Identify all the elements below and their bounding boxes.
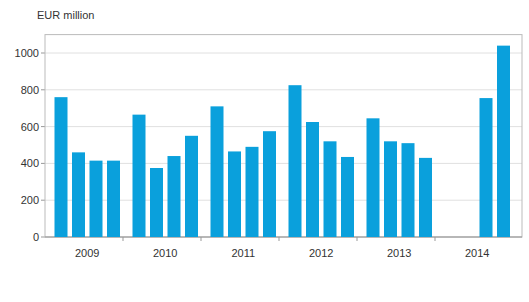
chart: EUR million 0 200 400 600 800 1000 2009 2010 2011… bbox=[0, 0, 529, 302]
bar bbox=[185, 136, 198, 237]
y-tick-label: 600 bbox=[21, 121, 39, 133]
y-tick-label: 400 bbox=[21, 157, 39, 169]
x-tick-label: 2009 bbox=[75, 247, 99, 259]
bar bbox=[228, 151, 241, 237]
y-tick-label: 1000 bbox=[15, 47, 39, 59]
bar bbox=[324, 141, 337, 237]
y-tick-label: 200 bbox=[21, 194, 39, 206]
y-tick bbox=[41, 126, 45, 127]
bar bbox=[419, 158, 432, 237]
bar bbox=[480, 98, 493, 237]
y-tick bbox=[41, 200, 45, 201]
bar bbox=[150, 168, 163, 237]
x-tick bbox=[357, 237, 358, 241]
y-tick-label: 0 bbox=[33, 231, 39, 243]
bar bbox=[55, 97, 68, 237]
bar bbox=[107, 161, 120, 237]
y-tick bbox=[41, 89, 45, 90]
y-axis-label: EUR million bbox=[37, 9, 94, 21]
y-tick bbox=[41, 53, 45, 54]
bar bbox=[497, 46, 510, 237]
x-tick bbox=[435, 237, 436, 241]
x-tick-label: 2012 bbox=[309, 247, 333, 259]
grid-line bbox=[45, 126, 522, 127]
x-tick bbox=[279, 237, 280, 241]
x-tick-label: 2011 bbox=[231, 247, 255, 259]
y-tick bbox=[41, 237, 45, 238]
bar bbox=[263, 131, 276, 237]
bar bbox=[168, 156, 181, 237]
bar bbox=[289, 85, 302, 237]
x-tick-label: 2014 bbox=[465, 247, 489, 259]
bars bbox=[55, 46, 511, 237]
x-tick bbox=[123, 237, 124, 241]
x-tick-label: 2010 bbox=[153, 247, 177, 259]
bar bbox=[90, 161, 103, 237]
bar bbox=[306, 122, 319, 237]
bar bbox=[133, 115, 146, 237]
grid-line bbox=[45, 89, 522, 90]
bar bbox=[246, 147, 259, 237]
bar bbox=[341, 157, 354, 237]
grid-line bbox=[45, 53, 522, 54]
bar bbox=[72, 152, 85, 237]
y-tick-label: 800 bbox=[21, 84, 39, 96]
bar bbox=[367, 118, 380, 237]
bar bbox=[384, 141, 397, 237]
bar bbox=[211, 106, 224, 237]
x-tick bbox=[201, 237, 202, 241]
y-tick bbox=[41, 163, 45, 164]
bar bbox=[402, 143, 415, 237]
x-tick-label: 2013 bbox=[387, 247, 411, 259]
plot-frame bbox=[45, 35, 522, 237]
